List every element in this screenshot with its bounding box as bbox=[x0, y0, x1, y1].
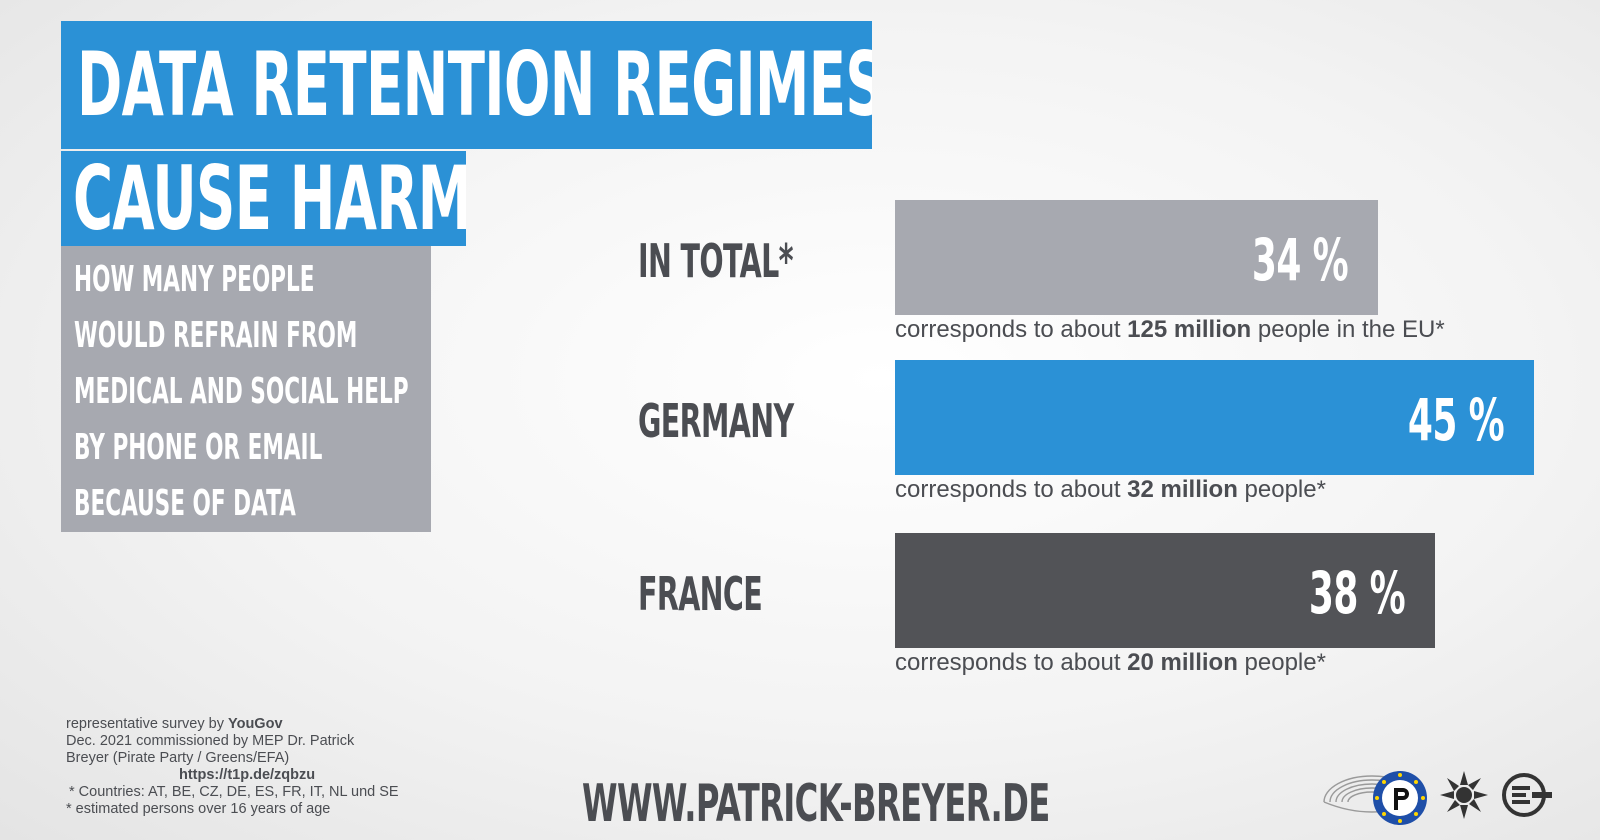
pirate-party-icon bbox=[1373, 771, 1427, 825]
bar-label: GERMANY bbox=[638, 394, 794, 448]
bar-label: IN TOTAL* bbox=[638, 234, 794, 288]
bar: 34 % bbox=[895, 200, 1378, 315]
bar-note-prefix: corresponds to about bbox=[895, 316, 1128, 343]
website-link[interactable]: WWW.PATRICK-BREYER.DE bbox=[582, 774, 1050, 834]
survey-line: representative survey by YouGov bbox=[66, 716, 426, 733]
bar-note: corresponds to about 20 million people* bbox=[895, 649, 1326, 677]
bar-note-suffix: people in the EU* bbox=[1251, 316, 1445, 343]
bar-note: corresponds to about 125 million people … bbox=[895, 316, 1445, 344]
question-text: HOW MANY PEOPLE WOULD REFRAIN FROM MEDIC… bbox=[74, 259, 409, 524]
question-box: HOW MANY PEOPLE WOULD REFRAIN FROM MEDIC… bbox=[61, 246, 431, 532]
age-note: * estimated persons over 16 years of age bbox=[66, 801, 331, 817]
party-line: Breyer (Pirate Party / Greens/EFA) bbox=[66, 750, 290, 766]
bar-note-prefix: corresponds to about bbox=[895, 649, 1128, 676]
footnote: representative survey by YouGov Dec. 202… bbox=[66, 716, 426, 818]
bar: 45 % bbox=[895, 360, 1534, 475]
title-line-1: DATA RETENTION REGIMES bbox=[77, 33, 872, 136]
bar-label: FRANCE bbox=[638, 567, 763, 621]
greens-sunflower-icon bbox=[1440, 771, 1488, 819]
logos bbox=[1323, 771, 1552, 825]
efa-icon bbox=[1502, 773, 1552, 817]
bar-value-label: 38 % bbox=[1308, 559, 1406, 627]
bar-note-amount: 20 million bbox=[1127, 649, 1238, 676]
title-line-2-box: CAUSE HARM bbox=[61, 151, 466, 246]
survey-text: representative survey by bbox=[66, 716, 228, 732]
bar-note-suffix: people* bbox=[1237, 649, 1326, 676]
bar-note-prefix: corresponds to about bbox=[895, 476, 1128, 503]
commission-line: Dec. 2021 commissioned by MEP Dr. Patric… bbox=[66, 733, 355, 749]
bar-note-suffix: people* bbox=[1237, 476, 1326, 503]
title-line-2: CAUSE HARM bbox=[73, 151, 466, 246]
source-link[interactable]: https://t1p.de/zqbzu bbox=[179, 767, 316, 783]
survey-source: YouGov bbox=[228, 716, 283, 732]
countries-note: * Countries: AT, BE, CZ, DE, ES, FR, IT,… bbox=[69, 784, 399, 800]
bar-note-amount: 125 million bbox=[1127, 316, 1252, 343]
bar-value-label: 45 % bbox=[1407, 386, 1505, 454]
title-line-1-box: DATA RETENTION REGIMES bbox=[61, 21, 872, 149]
bar-value-label: 34 % bbox=[1251, 226, 1349, 294]
bar: 38 % bbox=[895, 533, 1435, 648]
bar-note-amount: 32 million bbox=[1127, 476, 1238, 503]
bar-note: corresponds to about 32 million people* bbox=[895, 476, 1326, 504]
